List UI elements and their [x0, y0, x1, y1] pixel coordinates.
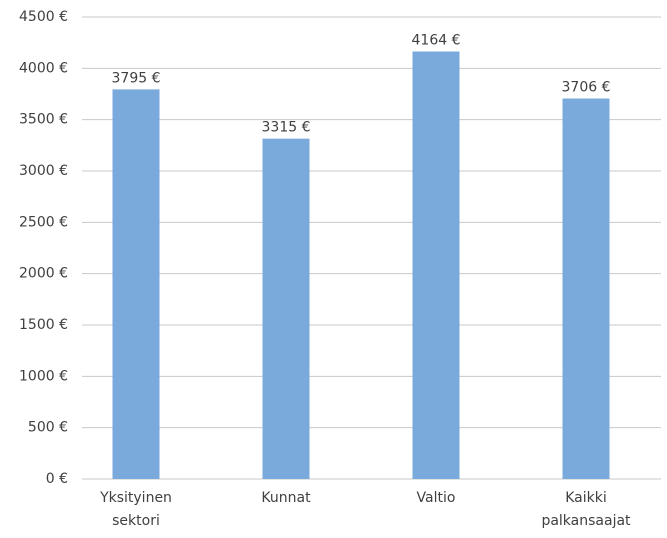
x-tick-label: Valtio: [417, 490, 456, 506]
x-tick-label: Yksityinen sektori: [99, 490, 172, 529]
value-label: 4164 €: [412, 32, 461, 48]
bar: [262, 138, 310, 479]
bar: [412, 51, 460, 479]
bar: [562, 98, 610, 479]
y-tick-label: 1500 €: [19, 317, 68, 333]
y-tick-label: 4500 €: [19, 9, 68, 25]
x-tick-label: Kaikki palkansaajat: [541, 490, 631, 529]
y-tick-label: 2500 €: [19, 214, 68, 230]
y-tick-label: 1000 €: [19, 368, 68, 384]
x-tick-label: Kunnat: [261, 490, 311, 506]
value-label: 3795 €: [112, 70, 161, 86]
value-label: 3315 €: [262, 120, 311, 136]
y-tick-label: 3500 €: [19, 112, 68, 128]
y-tick-label: 500 €: [28, 420, 68, 436]
bar: [112, 89, 160, 479]
y-tick-label: 3000 €: [19, 163, 68, 179]
y-tick-label: 4000 €: [19, 60, 68, 76]
value-label: 3706 €: [562, 80, 611, 96]
y-tick-label: 2000 €: [19, 266, 68, 282]
y-tick-label: 0 €: [46, 471, 68, 487]
